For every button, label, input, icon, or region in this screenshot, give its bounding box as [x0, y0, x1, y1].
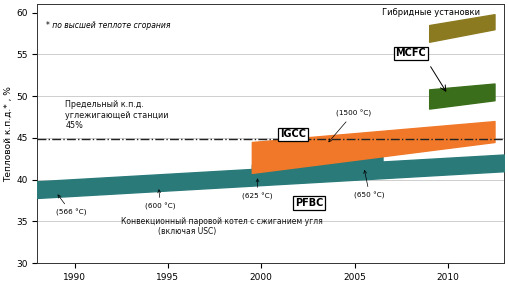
Text: (включая USC): (включая USC)	[158, 227, 217, 236]
Text: (650 °C): (650 °C)	[355, 170, 385, 199]
Text: * по высшей теплоте сгорания: * по высшей теплоте сгорания	[47, 21, 171, 30]
Text: IGCC: IGCC	[280, 130, 306, 140]
Text: (566 °C): (566 °C)	[56, 195, 86, 216]
Text: Гибридные установки: Гибридные установки	[383, 8, 481, 17]
Text: Предельный к.п.д.
углежигающей станции
45%: Предельный к.п.д. углежигающей станции 4…	[65, 100, 169, 130]
Text: Конвекционный паровой котел с сжиганием угля: Конвекционный паровой котел с сжиганием …	[121, 217, 323, 226]
Text: (625 °C): (625 °C)	[242, 179, 273, 200]
Text: PFBC: PFBC	[295, 198, 323, 208]
Text: (1500 °C): (1500 °C)	[329, 110, 371, 142]
Text: MCFC: MCFC	[396, 48, 426, 58]
Text: (600 °C): (600 °C)	[145, 190, 176, 210]
Y-axis label: Тепловой к.п.д.* , %: Тепловой к.п.д.* , %	[4, 86, 13, 182]
